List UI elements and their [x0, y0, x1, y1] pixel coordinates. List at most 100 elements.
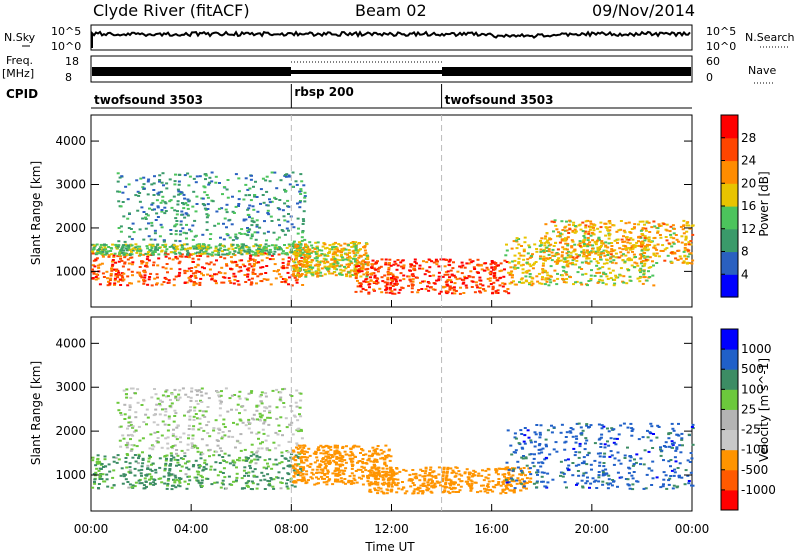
data-cell [133, 231, 136, 233]
data-cell [142, 239, 145, 241]
data-cell [190, 275, 193, 277]
data-cell [334, 251, 337, 253]
data-cell [187, 184, 190, 186]
data-cell [584, 443, 587, 445]
data-cell [179, 230, 182, 232]
data-cell [597, 249, 600, 251]
data-cell [630, 475, 633, 477]
data-cell [561, 254, 564, 256]
data-cell [456, 271, 459, 273]
data-cell [353, 252, 356, 254]
data-cell [373, 464, 376, 466]
data-cell [617, 239, 620, 241]
data-cell [459, 287, 462, 289]
data-cell [669, 230, 672, 232]
data-cell [171, 207, 174, 209]
data-cell [623, 241, 626, 243]
data-cell [262, 194, 265, 196]
data-cell [121, 467, 124, 469]
data-cell [165, 187, 168, 189]
data-cell [263, 479, 266, 481]
data-cell [630, 280, 633, 282]
data-cell [176, 258, 179, 260]
data-cell [608, 238, 611, 240]
data-cell [553, 426, 556, 428]
data-cell [100, 244, 103, 246]
data-cell [366, 271, 369, 273]
data-cell [642, 260, 645, 262]
data-cell [302, 469, 305, 471]
data-cell [205, 410, 208, 412]
data-cell [516, 483, 519, 485]
data-cell [186, 449, 189, 451]
data-cell [263, 202, 266, 204]
data-cell [120, 260, 123, 262]
data-cell [423, 478, 426, 480]
data-cell [115, 273, 118, 275]
data-cell [449, 285, 452, 287]
data-cell [266, 257, 269, 259]
data-cell [146, 247, 149, 249]
data-cell [636, 265, 639, 267]
data-cell [100, 468, 103, 470]
data-cell [149, 447, 152, 449]
data-cell [162, 394, 165, 396]
data-cell [317, 241, 320, 243]
data-cell [178, 389, 181, 391]
colorbar-tick-label: 24 [741, 154, 756, 168]
data-cell [178, 181, 181, 183]
data-cell [583, 243, 586, 245]
data-cell [173, 244, 176, 246]
data-cell [252, 186, 255, 188]
data-cell [369, 273, 372, 275]
data-cell [156, 431, 159, 433]
data-cell [340, 477, 343, 479]
data-cell [136, 445, 139, 447]
data-cell [263, 246, 266, 248]
data-cell [263, 220, 266, 222]
data-cell [584, 437, 587, 439]
station-title: Clyde River (fitACF) [93, 1, 250, 20]
data-cell [161, 209, 164, 211]
data-cell [206, 255, 209, 257]
data-cell [476, 491, 479, 493]
data-cell [215, 246, 218, 248]
data-cell [164, 254, 167, 256]
data-cell [586, 251, 589, 253]
data-cell [328, 248, 331, 250]
data-cell [175, 427, 178, 429]
data-cell [299, 252, 302, 254]
data-cell [325, 483, 328, 485]
date-title: 09/Nov/2014 [592, 1, 695, 20]
data-cell [267, 210, 270, 212]
data-cell [390, 455, 393, 457]
data-cell [504, 254, 507, 256]
data-cell [518, 473, 521, 475]
data-cell [173, 278, 176, 280]
data-cell [174, 396, 177, 398]
data-cell [519, 255, 522, 257]
data-cell [121, 275, 124, 277]
data-cell [200, 253, 203, 255]
data-cell [138, 272, 141, 274]
data-cell [357, 243, 360, 245]
data-cell [197, 245, 200, 247]
data-cell [199, 418, 202, 420]
data-cell [651, 447, 654, 449]
data-cell [168, 418, 171, 420]
data-cell [489, 272, 492, 274]
data-cell [354, 273, 357, 275]
data-cell [117, 454, 120, 456]
data-cell [553, 221, 556, 223]
data-cell [170, 455, 173, 457]
data-cell [292, 226, 295, 228]
data-cell [292, 433, 295, 435]
data-cell [225, 265, 228, 267]
data-cell [278, 208, 281, 210]
data-cell [292, 271, 295, 273]
data-cell [215, 259, 218, 261]
data-cell [123, 263, 126, 265]
data-cell [284, 253, 287, 255]
data-cell [237, 177, 240, 179]
data-cell [180, 211, 183, 213]
